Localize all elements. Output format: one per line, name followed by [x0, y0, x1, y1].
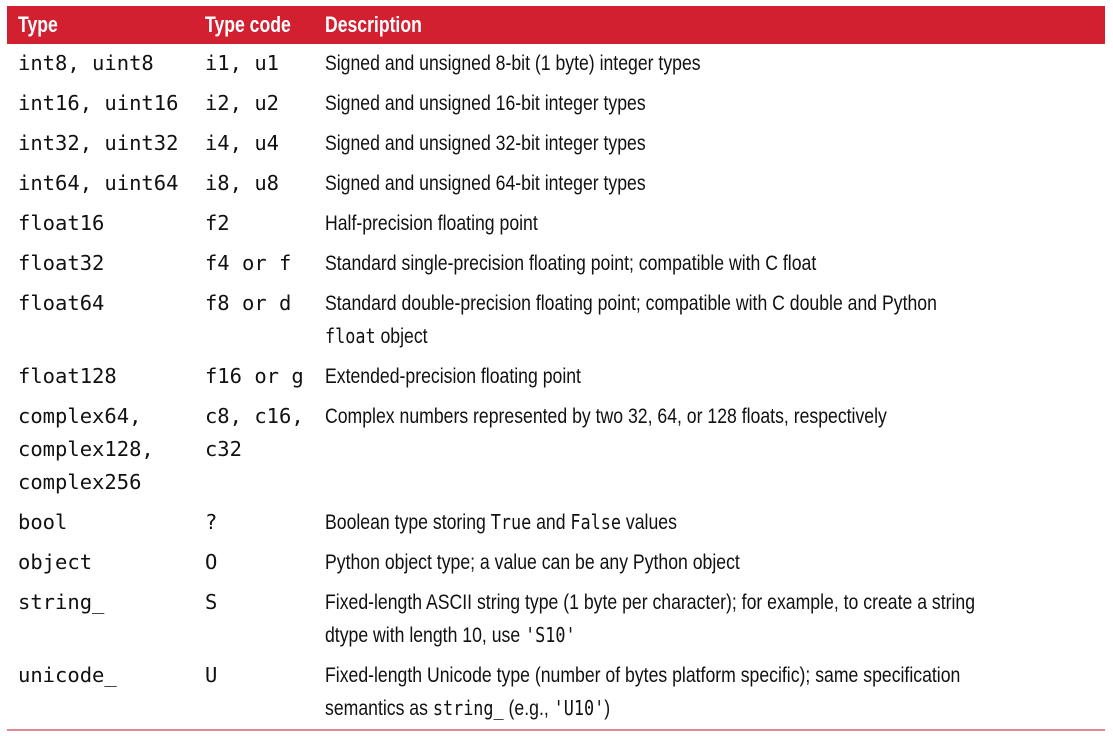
- type-code-cell: O: [204, 550, 218, 574]
- description-cell: Standard double-precision floating point…: [325, 284, 1105, 357]
- description-cell: Half-precision floating point: [325, 204, 1105, 244]
- description-text: Fixed-length ASCII string type (1 byte p…: [325, 586, 980, 652]
- header-type: Type: [7, 6, 205, 44]
- type-cell: float16: [18, 211, 105, 235]
- description-segment: Signed and unsigned 16-bit integer types: [325, 92, 646, 115]
- type-code-cell: f2: [204, 211, 230, 235]
- description-segment: Standard double-precision floating point…: [325, 292, 937, 315]
- inline-code: False: [570, 510, 622, 534]
- type-cell: float64: [18, 291, 105, 315]
- description-text: Signed and unsigned 16-bit integer types: [325, 87, 980, 120]
- type-cell: unicode_: [7, 656, 205, 731]
- table-row: int64, uint64 i8, u8 Signed and unsigned 6…: [7, 164, 1105, 204]
- type-cell: int32, uint32: [18, 131, 179, 155]
- table-row: complex64, complex128, complex256 c8, c16…: [7, 397, 1105, 503]
- description-segment: Boolean type storing: [325, 511, 491, 534]
- description-segment: Signed and unsigned 64-bit integer types: [325, 172, 646, 195]
- type-code-cell: ?: [204, 510, 218, 534]
- type-code-cell: c8, c16, c32: [204, 404, 304, 461]
- inline-code: True: [490, 510, 532, 534]
- type-cell: int64, uint64: [18, 171, 179, 195]
- description-cell: Fixed-length Unicode type (number of byt…: [325, 656, 1105, 731]
- type-code-cell: f8 or d: [204, 291, 292, 315]
- table-row: float64 f8 or d Standard double-precision …: [7, 284, 1105, 357]
- table-row: int16, uint16 i2, u2 Signed and unsigned 1…: [7, 84, 1105, 124]
- description-text: Fixed-length Unicode type (number of byt…: [325, 659, 980, 725]
- type-cell: float128: [18, 364, 117, 388]
- description-text: Complex numbers represented by two 32, 6…: [325, 400, 980, 433]
- header-description-label: Description: [325, 12, 422, 37]
- description-segment: Signed and unsigned 32-bit integer types: [325, 132, 646, 155]
- table-row: unicode_ U Fixed-length Unicode type (numb…: [7, 656, 1105, 731]
- description-text: Signed and unsigned 64-bit integer types: [325, 167, 980, 200]
- table-row: string_ S Fixed-length ASCII string type (…: [7, 583, 1105, 656]
- type-cell: float32: [18, 251, 105, 275]
- description-text: Signed and unsigned 8-bit (1 byte) integ…: [325, 47, 980, 80]
- type-cell: int8, uint8: [18, 51, 154, 75]
- header-type-code-label: Type code: [204, 12, 291, 37]
- inline-code: 'S10': [525, 623, 576, 647]
- type-cell: string_: [18, 590, 105, 614]
- description-cell: Signed and unsigned 16-bit integer types: [325, 84, 1105, 124]
- inline-code: float: [325, 324, 376, 348]
- description-text: Standard single-precision floating point…: [325, 247, 980, 280]
- description-cell: Fixed-length ASCII string type (1 byte p…: [325, 583, 1105, 656]
- type-cell: object: [18, 550, 93, 574]
- header-type-label: Type: [18, 12, 58, 37]
- description-segment: Half-precision floating point: [325, 212, 538, 235]
- header-type-code: Type code: [204, 6, 325, 44]
- description-segment: (e.g.,: [503, 697, 554, 720]
- type-code-cell: i2, u2: [204, 91, 280, 115]
- description-segment: Python object type; a value can be any P…: [325, 551, 740, 574]
- description-cell: Signed and unsigned 32-bit integer types: [325, 124, 1105, 164]
- description-text: Half-precision floating point: [325, 207, 980, 240]
- type-code-cell: f16 or g: [204, 364, 304, 388]
- description-segment: Extended-precision floating point: [325, 365, 581, 388]
- table-row: int32, uint32 i4, u4 Signed and unsigned 3…: [7, 124, 1105, 164]
- numpy-dtype-table: Type Type code Description int8, uint8 i1…: [7, 6, 1105, 731]
- type-code-cell: S: [204, 590, 218, 614]
- description-segment: Fixed-length Unicode type (number of byt…: [325, 664, 961, 720]
- table-header-row: Type Type code Description: [7, 6, 1105, 44]
- description-text: Extended-precision floating point: [325, 360, 980, 393]
- description-segment: Standard single-precision floating point…: [325, 252, 817, 275]
- table-row: bool? Boolean type storing True and False…: [7, 503, 1105, 543]
- type-code-cell: i8, u8: [204, 171, 280, 195]
- description-cell: Complex numbers represented by two 32, 6…: [325, 397, 1105, 503]
- table-row: int8, uint8 i1, u1 Signed and unsigned 8-b…: [7, 44, 1105, 84]
- description-segment: ): [604, 697, 611, 720]
- type-code-cell: i4, u4: [204, 131, 280, 155]
- description-cell: Signed and unsigned 64-bit integer types: [325, 164, 1105, 204]
- description-cell: Boolean type storing True and False valu…: [325, 503, 1105, 543]
- type-code-cell: U: [204, 656, 325, 731]
- description-cell: Python object type; a value can be any P…: [325, 543, 1105, 583]
- description-text: Signed and unsigned 32-bit integer types: [325, 127, 980, 160]
- type-cell: bool: [18, 510, 68, 534]
- table-row: float16 f2 Half-precision floating point: [7, 204, 1105, 244]
- type-cell: int16, uint16: [18, 91, 179, 115]
- table-row: float128 f16 or g Extended-precision float…: [7, 357, 1105, 397]
- type-code-cell: i1, u1: [204, 51, 280, 75]
- description-cell: Signed and unsigned 8-bit (1 byte) integ…: [325, 44, 1105, 84]
- description-segment: and: [531, 511, 571, 534]
- description-segment: Complex numbers represented by two 32, 6…: [325, 405, 887, 428]
- description-text: Boolean type storing True and False valu…: [325, 506, 980, 539]
- description-segment: Signed and unsigned 8-bit (1 byte) integ…: [325, 52, 701, 75]
- description-segment: values: [621, 511, 677, 534]
- description-cell: Standard single-precision floating point…: [325, 244, 1105, 284]
- description-segment: object: [375, 325, 428, 348]
- description-segment: Fixed-length ASCII string type (1 byte p…: [325, 591, 976, 647]
- description-text: Standard double-precision floating point…: [325, 287, 980, 353]
- description-cell: Extended-precision floating point: [325, 357, 1105, 397]
- table-row: float32 f4 or f Standard single-precision …: [7, 244, 1105, 284]
- header-description: Description: [325, 6, 1105, 44]
- description-text: Python object type; a value can be any P…: [325, 546, 980, 579]
- type-cell: complex64, complex128, complex256: [18, 404, 154, 494]
- inline-code: string_: [432, 696, 504, 720]
- type-code-cell: f4 or f: [204, 251, 292, 275]
- inline-code: 'U10': [553, 696, 605, 720]
- table-row: object O Python object type; a value can b…: [7, 543, 1105, 583]
